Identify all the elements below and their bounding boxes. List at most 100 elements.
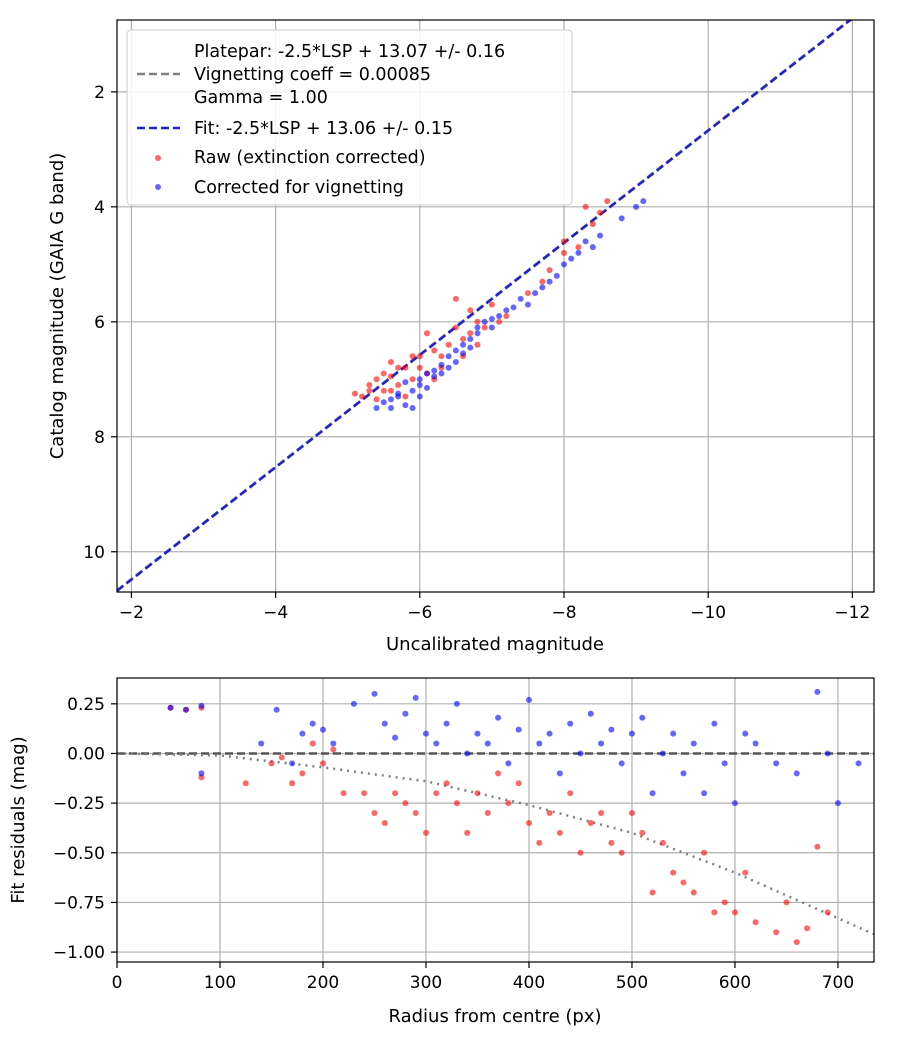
- raw-point: [431, 347, 438, 354]
- corrected-point: [452, 359, 459, 366]
- raw-point: [392, 790, 399, 797]
- raw-point: [773, 929, 780, 936]
- corrected-point: [690, 740, 697, 747]
- corrected-point: [422, 730, 429, 737]
- corrected-point: [460, 341, 467, 348]
- corrected-point: [618, 760, 625, 767]
- raw-point: [387, 373, 394, 380]
- corrected-point: [198, 702, 205, 709]
- raw-point: [395, 364, 402, 371]
- corrected-point: [443, 720, 450, 727]
- line-fit: [117, 20, 853, 592]
- corrected-point: [416, 376, 423, 383]
- raw-point: [659, 839, 666, 846]
- bottom-x-axis-label: Radius from centre (px): [388, 1006, 601, 1027]
- y-tick-label: −0.75: [53, 893, 105, 913]
- corrected-point: [167, 704, 174, 711]
- y-tick-label: 0.00: [67, 744, 105, 764]
- corrected-point: [701, 790, 708, 797]
- corrected-point: [416, 393, 423, 400]
- corrected-point: [539, 284, 546, 291]
- corrected-point: [680, 770, 687, 777]
- raw-point: [495, 770, 502, 777]
- raw-point: [402, 364, 409, 371]
- y-tick-label: 0.25: [67, 695, 105, 715]
- corrected-point: [532, 290, 539, 297]
- corrected-point: [474, 730, 481, 737]
- corrected-point: [438, 361, 445, 368]
- x-tick-label: −12: [834, 603, 870, 623]
- corrected-point: [289, 760, 296, 767]
- top-x-ticks: −2 −4 −6 −8 −10 −12: [119, 592, 870, 623]
- corrected-point: [824, 750, 831, 757]
- y-tick-label: 2: [94, 83, 105, 103]
- corrected-point: [258, 740, 265, 747]
- top-x-axis-label: Uncalibrated magnitude: [386, 634, 604, 655]
- corrected-point: [587, 710, 594, 717]
- corrected-point: [371, 690, 378, 697]
- raw-point: [752, 919, 759, 926]
- raw-point: [608, 839, 615, 846]
- corrected-point: [387, 396, 394, 403]
- corrected-point: [525, 696, 532, 703]
- raw-point: [380, 370, 387, 377]
- raw-point: [804, 925, 811, 932]
- legend-box: [126, 29, 573, 206]
- x-tick-label: 0: [112, 973, 123, 993]
- corrected-point: [773, 760, 780, 767]
- corrected-point: [598, 740, 605, 747]
- raw-point: [670, 869, 677, 876]
- raw-point: [278, 754, 285, 761]
- raw-point: [503, 313, 510, 320]
- raw-point: [814, 843, 821, 850]
- raw-point: [464, 829, 471, 836]
- corrected-point: [752, 740, 759, 747]
- corrected-point: [488, 324, 495, 331]
- corrected-point: [505, 760, 512, 767]
- corrected-point: [416, 382, 423, 389]
- raw-point: [628, 810, 635, 817]
- raw-point: [351, 390, 358, 397]
- raw-point: [359, 393, 366, 400]
- raw-point: [824, 909, 831, 916]
- x-tick-label: −10: [690, 603, 726, 623]
- top-y-ticks: 2 4 6 8 10: [83, 83, 117, 563]
- raw-point: [575, 244, 582, 251]
- corrected-point: [395, 390, 402, 397]
- top-y-axis-label: Catalog magnitude (GAIA G band): [47, 153, 68, 460]
- top-legend: Platepar: -2.5*LSP + 13.07 +/- 0.16 Vign…: [126, 29, 573, 206]
- raw-point: [783, 899, 790, 906]
- raw-point: [453, 800, 460, 807]
- corrected-point: [183, 706, 190, 713]
- raw-point: [721, 899, 728, 906]
- corrected-point: [424, 384, 431, 391]
- raw-point: [731, 909, 738, 916]
- corrected-point: [402, 379, 409, 386]
- y-tick-label: 6: [94, 313, 105, 333]
- raw-point: [496, 318, 503, 325]
- corrected-point: [639, 714, 646, 721]
- raw-point: [597, 209, 604, 216]
- corrected-point: [834, 800, 841, 807]
- corrected-point: [402, 710, 409, 717]
- corrected-point: [814, 688, 821, 695]
- corrected-point: [474, 324, 481, 331]
- x-tick-label: −2: [119, 603, 144, 623]
- corrected-point: [633, 203, 640, 210]
- corrected-point: [198, 770, 205, 777]
- x-tick-label: −8: [551, 603, 576, 623]
- corrected-point: [515, 726, 522, 733]
- corrected-point: [464, 750, 471, 757]
- corrected-point: [546, 730, 553, 737]
- legend-corrected-marker: [155, 184, 161, 190]
- raw-point: [467, 330, 474, 337]
- top-plot-frame: [116, 19, 875, 593]
- corrected-point: [567, 720, 574, 727]
- corrected-point: [309, 720, 316, 727]
- bottom-y-ticks: 0.25 0.00 −0.25 −0.50 −0.75 −1.00: [53, 695, 117, 963]
- corrected-point: [670, 730, 677, 737]
- raw-point: [488, 301, 495, 308]
- raw-point: [289, 780, 296, 787]
- bottom-x-ticks: 0 100 200 300 400 500 600 700: [112, 962, 854, 993]
- raw-point: [598, 810, 605, 817]
